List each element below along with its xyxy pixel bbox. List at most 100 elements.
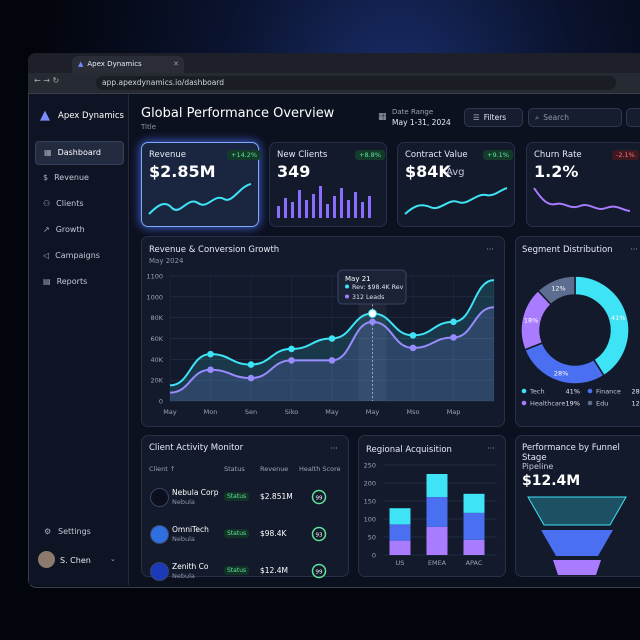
tooltip-title: May 21 xyxy=(345,275,371,283)
legend-dot xyxy=(587,388,593,394)
tooltip-line: 312 Leads xyxy=(352,294,384,301)
x-tick-label: Sen xyxy=(245,408,257,416)
slice xyxy=(523,341,605,385)
kpi-label: Revenue xyxy=(149,150,187,160)
column-header: Client ↑ xyxy=(149,465,176,473)
point xyxy=(409,332,417,339)
kpi-change: +14.2% xyxy=(227,150,262,160)
avatar xyxy=(38,551,55,568)
point xyxy=(247,361,255,368)
bar-segment xyxy=(426,526,448,555)
nav-item[interactable]: ▦ Dashboard xyxy=(35,141,124,165)
legend-dot xyxy=(587,400,593,406)
user-name[interactable]: S. Chen xyxy=(60,556,91,565)
menu: ··· xyxy=(630,245,638,254)
slice xyxy=(574,275,630,377)
bar-segment xyxy=(389,524,411,541)
legend-label: Tech xyxy=(529,388,545,396)
x-tick-label: Siko xyxy=(285,408,298,416)
slice xyxy=(536,275,576,306)
nav-icon: $ xyxy=(43,173,49,182)
logo: ▲ xyxy=(40,108,50,123)
client-sub: Nebula xyxy=(172,572,195,580)
health-score: 99 xyxy=(316,569,323,575)
client-logo xyxy=(150,525,169,544)
y-tick-label: 20K xyxy=(150,377,163,385)
funnel-value: $12.4M xyxy=(522,473,581,489)
nav-icon: ◁ xyxy=(43,251,50,260)
nav-item[interactable]: ▤ Reports xyxy=(35,271,122,293)
tab[interactable]: ▲ Apex Dynamics ✕ xyxy=(72,56,184,73)
point xyxy=(369,318,376,326)
settings-button[interactable] xyxy=(626,108,640,127)
nav-item[interactable]: ◁ Campaigns xyxy=(35,245,122,267)
bar-segment xyxy=(389,508,411,525)
column-header: Health Score xyxy=(299,465,341,473)
legend-dot xyxy=(521,400,527,406)
growth-panel xyxy=(141,236,505,427)
funnel-title: Performance by Funnel Stage xyxy=(522,443,620,463)
nav-item[interactable]: $ Revenue xyxy=(35,167,122,189)
y-tick-label: 50 xyxy=(368,534,376,542)
bar-segment xyxy=(463,512,485,540)
nav-item[interactable]: ⚇ Clients xyxy=(35,193,122,215)
chart-subtitle: May 2024 xyxy=(149,257,184,265)
client-logo xyxy=(150,562,169,581)
date-value[interactable]: May 1-31, 2024 xyxy=(392,118,451,127)
kpi-label: Contract Value xyxy=(405,150,468,160)
health-ring xyxy=(311,563,327,579)
nav-label: Revenue xyxy=(54,173,89,182)
kpi-unit: Avg xyxy=(446,167,465,178)
x-tick-label: APAC xyxy=(466,559,483,567)
point xyxy=(207,366,214,374)
legend-label: Finance xyxy=(596,388,621,396)
bar-segment xyxy=(426,474,448,498)
x-tick-label: May xyxy=(366,408,380,416)
status-badge: Status xyxy=(224,529,250,538)
legend-dot xyxy=(521,388,527,394)
nav-icon: ▦ xyxy=(44,148,52,157)
search-placeholder: Search xyxy=(543,113,569,122)
health-score: 99 xyxy=(316,495,323,501)
y-tick-label: 40K xyxy=(150,356,163,364)
slice-label: 28% xyxy=(554,369,568,377)
sidebar xyxy=(29,94,129,585)
nav-label: Reports xyxy=(56,277,88,286)
settings[interactable]: Settings xyxy=(58,527,91,536)
client-revenue: $2.851M xyxy=(260,492,293,501)
menu: ··· xyxy=(487,444,495,453)
filters-button[interactable]: ☰ Filters xyxy=(464,108,523,127)
kpi-change: -2.1% xyxy=(612,150,639,160)
legend-label: Healthcare xyxy=(530,400,565,408)
legend-label: Edu xyxy=(596,400,608,408)
kpi-label: New Clients xyxy=(277,150,328,160)
slice-label: 18% xyxy=(524,317,538,325)
date-label: Date Range xyxy=(392,108,434,116)
x-tick-label: May xyxy=(163,408,177,416)
status-badge: Status xyxy=(224,492,250,501)
x-tick-label: May xyxy=(325,408,339,416)
slice-label: 12% xyxy=(551,285,565,293)
nav-label: Dashboard xyxy=(57,148,101,157)
menu: ··· xyxy=(486,245,494,254)
search-box[interactable]: ⌕ Search xyxy=(528,108,622,127)
legend-value: 19% xyxy=(566,400,580,408)
point xyxy=(368,309,377,318)
legend-value: 28% xyxy=(632,388,640,396)
kpi-label: Churn Rate xyxy=(534,150,582,160)
nav-icon: ↗ xyxy=(43,225,50,234)
filters-label: Filters xyxy=(483,113,507,122)
client-name: Zenith Co xyxy=(172,562,209,571)
bar-segment xyxy=(389,540,411,555)
tooltip-dot xyxy=(345,284,349,289)
legend-value: 12% xyxy=(632,400,640,408)
nav-item[interactable]: ↗ Growth xyxy=(35,219,122,241)
url-field[interactable]: app.apexdynamics.io/dashboard xyxy=(96,76,616,90)
nav-label: Campaigns xyxy=(55,251,100,260)
point xyxy=(247,374,255,382)
slice-label: 41% xyxy=(611,314,625,322)
tooltip-line: Rev: $98.4K Rev xyxy=(352,284,404,291)
client-revenue: $12.4M xyxy=(260,566,288,575)
client-name: OmniTech xyxy=(172,525,209,534)
